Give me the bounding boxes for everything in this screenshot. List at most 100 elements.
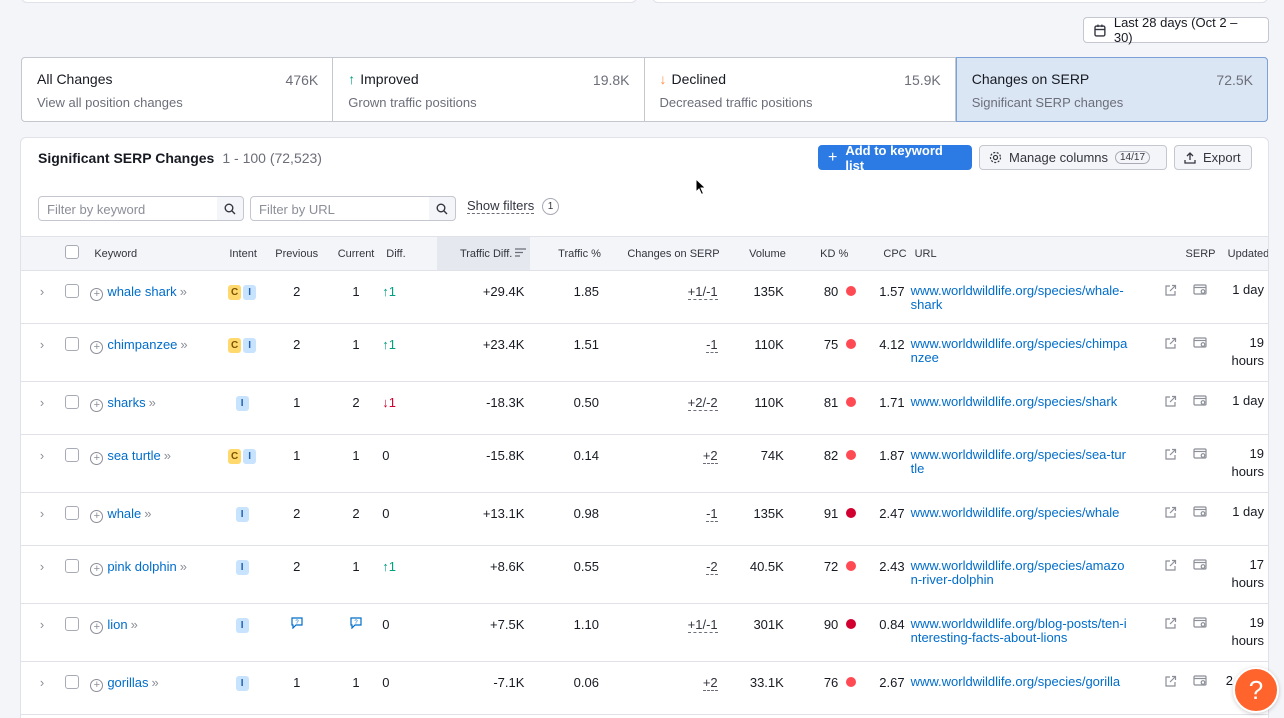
url-link[interactable]: www.worldwildlife.org/species/sea-turtle: [910, 447, 1126, 476]
external-link-icon[interactable]: [1164, 559, 1177, 572]
table-row[interactable]: › + lion» I?? 0 +7.5K 1.10 +1/-1 301K 90 0.84 www.w…: [21, 603, 1268, 662]
serp-snapshot-icon[interactable]: [1193, 617, 1208, 629]
double-chevron-icon[interactable]: »: [151, 675, 159, 690]
serp-snapshot-icon[interactable]: [1193, 448, 1208, 460]
changes-on-serp-link[interactable]: +1/-1: [687, 617, 718, 633]
row-checkbox[interactable]: [65, 617, 80, 631]
keyword-filter-input[interactable]: Filter by keyword: [38, 196, 218, 221]
expand-cell[interactable]: ›: [21, 661, 64, 715]
add-keyword-icon[interactable]: +: [90, 679, 104, 692]
changes-on-serp-link[interactable]: +2/-2: [687, 395, 718, 411]
add-to-keyword-list-button[interactable]: + Add to keyword list: [818, 143, 972, 173]
export-button[interactable]: Export: [1174, 145, 1252, 170]
serp-snapshot-icon[interactable]: [1193, 337, 1208, 349]
external-link-icon[interactable]: [1164, 395, 1177, 408]
expand-cell[interactable]: ›: [21, 603, 64, 662]
url-link[interactable]: www.worldwildlife.org/species/whale-shar…: [910, 283, 1124, 312]
table-row[interactable]: › + pink dolphin» I 2 1 ↑1 +8.6K 0.55 -2 40.5K 72 2.…: [21, 545, 1268, 604]
col-traffic-diff[interactable]: Traffic Diff.: [436, 236, 531, 271]
col-traffic-pct[interactable]: Traffic %: [530, 236, 605, 271]
expand-cell[interactable]: ›: [21, 270, 64, 324]
url-search-button[interactable]: [429, 196, 456, 221]
serp-snapshot-icon[interactable]: [1193, 395, 1208, 407]
keyword-link[interactable]: whale shark: [107, 284, 177, 299]
changes-on-serp-link[interactable]: +2: [702, 448, 718, 464]
external-link-icon[interactable]: [1164, 506, 1177, 519]
row-checkbox[interactable]: [65, 506, 80, 520]
row-checkbox[interactable]: [65, 448, 80, 462]
col-kd[interactable]: KD %: [789, 236, 863, 271]
col-serp[interactable]: SERP: [1177, 236, 1224, 271]
keyword-link[interactable]: pink dolphin: [107, 559, 177, 574]
url-link[interactable]: www.worldwildlife.org/species/gorilla: [910, 674, 1121, 689]
serp-snapshot-icon[interactable]: [1193, 506, 1208, 518]
table-row[interactable]: › + chimpanzee» C I 2 1 ↑1 +23.4K 1.51 -1 110K 75 4.1…: [21, 323, 1268, 382]
changes-on-serp-link[interactable]: -1: [706, 506, 718, 522]
add-keyword-icon[interactable]: +: [90, 563, 104, 576]
add-keyword-icon[interactable]: +: [90, 288, 104, 301]
row-checkbox[interactable]: [65, 337, 80, 351]
keyword-search-button[interactable]: [217, 196, 244, 221]
add-keyword-icon[interactable]: +: [90, 621, 104, 634]
add-keyword-icon[interactable]: +: [90, 341, 104, 354]
col-diff[interactable]: Diff.: [382, 236, 437, 271]
row-checkbox[interactable]: [65, 395, 80, 409]
keyword-link[interactable]: sea turtle: [107, 448, 161, 463]
external-link-icon[interactable]: [1164, 337, 1177, 350]
keyword-link[interactable]: sharks: [107, 395, 146, 410]
manage-columns-button[interactable]: Manage columns 14/17: [979, 145, 1167, 170]
changes-on-serp-link[interactable]: +1/-1: [687, 284, 718, 300]
select-all-checkbox[interactable]: [65, 245, 80, 259]
external-link-icon[interactable]: [1164, 284, 1177, 297]
url-link[interactable]: www.worldwildlife.org/blog-posts/ten-int…: [910, 616, 1127, 645]
double-chevron-icon[interactable]: »: [179, 559, 187, 574]
tab-changes-on-serp[interactable]: Changes on SERP 72.5K Significant SERP cha…: [955, 57, 1268, 122]
expand-cell[interactable]: ›: [21, 434, 64, 493]
table-row[interactable]: › + sea turtle» C I 1 1 0 -15.8K 0.14 +2 74K 82 1.87 w…: [21, 434, 1268, 493]
add-keyword-icon[interactable]: +: [90, 399, 104, 412]
keyword-link[interactable]: chimpanzee: [107, 337, 178, 352]
serp-snapshot-icon[interactable]: [1193, 284, 1208, 296]
row-checkbox[interactable]: [65, 559, 80, 573]
table-row[interactable]: › + whale shark» C I 2 1 ↑1 +29.4K 1.85 +1/-1 135K 8…: [21, 270, 1268, 324]
tab-all-changes[interactable]: All Changes 476K View all position changes: [22, 58, 334, 121]
changes-on-serp-link[interactable]: -2: [706, 559, 718, 575]
double-chevron-icon[interactable]: »: [130, 617, 138, 632]
date-range-button[interactable]: Last 28 days (Oct 2 – 30): [1083, 15, 1269, 45]
expand-cell[interactable]: ›: [21, 492, 64, 546]
col-keyword[interactable]: Keyword: [90, 236, 223, 271]
expand-cell[interactable]: ›: [21, 323, 64, 382]
double-chevron-icon[interactable]: »: [144, 506, 151, 521]
external-link-icon[interactable]: [1164, 617, 1177, 630]
table-row[interactable]: › + gorillas» I 1 1 0 -7.1K 0.06 +2 33.1K 76 2.67 www…: [21, 661, 1268, 715]
help-button[interactable]: ?: [1233, 667, 1279, 713]
tab-improved[interactable]: ↑ Improved 19.8K Grown traffic positions: [333, 58, 645, 121]
serp-snapshot-icon[interactable]: [1193, 559, 1208, 571]
tab-declined[interactable]: ↓ Declined 15.9K Decreased traffic position…: [645, 58, 956, 121]
keyword-link[interactable]: lion: [107, 617, 128, 632]
url-link[interactable]: www.worldwildlife.org/species/whale: [910, 505, 1120, 520]
url-link[interactable]: www.worldwildlife.org/species/chimpanzee: [910, 336, 1128, 365]
url-link[interactable]: www.worldwildlife.org/species/shark: [910, 394, 1118, 409]
keyword-link[interactable]: gorillas: [107, 675, 149, 690]
double-chevron-icon[interactable]: »: [179, 284, 187, 299]
row-checkbox[interactable]: [65, 284, 80, 298]
external-link-icon[interactable]: [1164, 448, 1177, 461]
col-volume[interactable]: Volume: [723, 236, 790, 271]
col-current[interactable]: Current: [329, 236, 383, 271]
keyword-link[interactable]: whale: [107, 506, 142, 521]
double-chevron-icon[interactable]: »: [180, 337, 187, 352]
expand-cell[interactable]: ›: [21, 545, 64, 604]
col-cpc[interactable]: CPC: [862, 236, 911, 271]
show-filters-link[interactable]: Show filters: [467, 198, 535, 214]
add-keyword-icon[interactable]: +: [90, 452, 104, 465]
double-chevron-icon[interactable]: »: [148, 395, 156, 410]
table-row[interactable]: › + whale» I 2 2 0 +13.1K 0.98 -1 135K 91 2.47 www.wo…: [21, 492, 1268, 546]
table-row[interactable]: › + sharks» I 1 2 ↓1 -18.3K 0.50 +2/-2 110K 81 1.71 w…: [21, 381, 1268, 435]
url-link[interactable]: www.worldwildlife.org/species/amazon-riv…: [910, 558, 1125, 587]
changes-on-serp-link[interactable]: +2: [702, 675, 718, 691]
expand-cell[interactable]: ›: [21, 381, 64, 435]
url-filter-input[interactable]: Filter by URL: [250, 196, 430, 221]
external-link-icon[interactable]: [1164, 675, 1177, 688]
add-keyword-icon[interactable]: +: [90, 510, 104, 523]
